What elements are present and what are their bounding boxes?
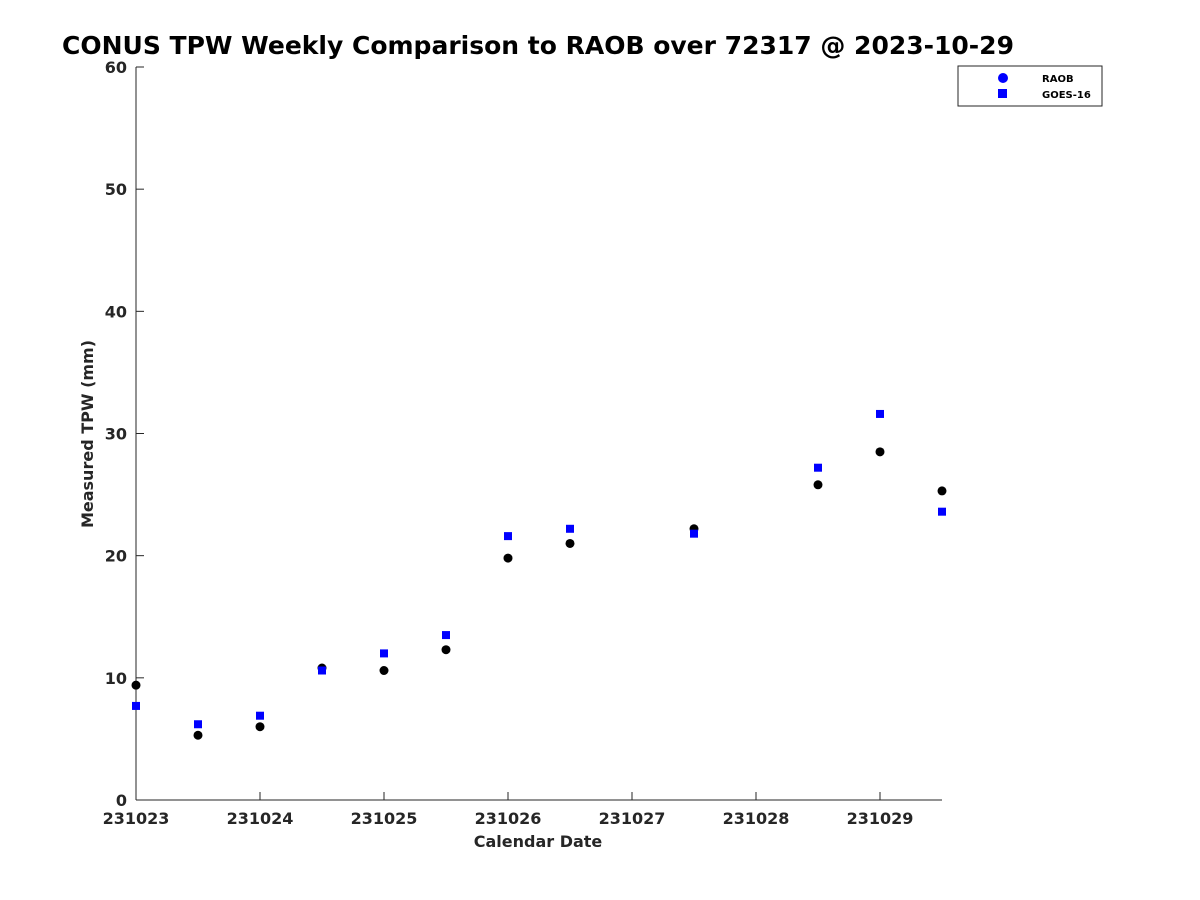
raob-point	[255, 722, 265, 732]
goes16-point	[504, 532, 512, 541]
x-tick-label: 231025	[351, 809, 418, 828]
legend-goes16-marker	[998, 89, 1007, 98]
raob-point	[565, 538, 575, 548]
x-ticks: 231023 231024 231025 231026 231027 231028 2310…	[103, 792, 914, 828]
legend-box	[957, 65, 1103, 107]
legend-goes16-label: GOES-16	[1042, 90, 1091, 101]
data-points	[131, 409, 947, 740]
raob-point	[937, 486, 947, 496]
goes16-point	[256, 711, 264, 720]
goes16-point	[318, 666, 326, 675]
y-axis-label: Measured TPW (mm)	[78, 340, 97, 528]
goes16-point	[132, 701, 140, 710]
y-tick-label: 0	[116, 791, 127, 810]
x-tick-label: 231029	[847, 809, 914, 828]
raob-point	[503, 553, 513, 563]
chart-title: CONUS TPW Weekly Comparison to RAOB over…	[62, 31, 1014, 60]
legend: RAOB GOES-16	[957, 65, 1103, 107]
legend-raob-marker	[998, 73, 1008, 83]
x-tick-label: 231023	[103, 809, 170, 828]
legend-raob-label: RAOB	[1042, 74, 1074, 85]
y-tick-label: 50	[105, 180, 127, 199]
raob-point	[875, 447, 885, 457]
goes16-point	[442, 631, 450, 640]
y-tick-label: 40	[105, 302, 127, 321]
raob-point	[131, 680, 141, 690]
x-tick-label: 231026	[475, 809, 542, 828]
x-tick-label: 231028	[723, 809, 790, 828]
y-tick-label: 10	[105, 669, 127, 688]
x-axis-label: Calendar Date	[474, 832, 603, 851]
goes16-point	[380, 649, 388, 658]
goes16-point	[814, 463, 822, 472]
y-tick-label: 30	[105, 425, 127, 444]
y-ticks: 0 10 20 30 40 50 60	[105, 58, 144, 810]
x-tick-label: 231027	[599, 809, 666, 828]
raob-point	[193, 730, 203, 740]
axes	[135, 67, 942, 801]
y-tick-label: 20	[105, 547, 127, 566]
goes16-point	[690, 529, 698, 538]
raob-point	[379, 666, 389, 676]
goes16-point	[566, 524, 574, 533]
goes16-point	[876, 409, 884, 418]
goes16-point	[194, 720, 202, 729]
x-tick-label: 231024	[227, 809, 294, 828]
raob-point	[813, 480, 823, 490]
raob-point	[441, 645, 451, 655]
y-tick-label: 60	[105, 58, 127, 77]
goes16-point	[938, 507, 946, 516]
